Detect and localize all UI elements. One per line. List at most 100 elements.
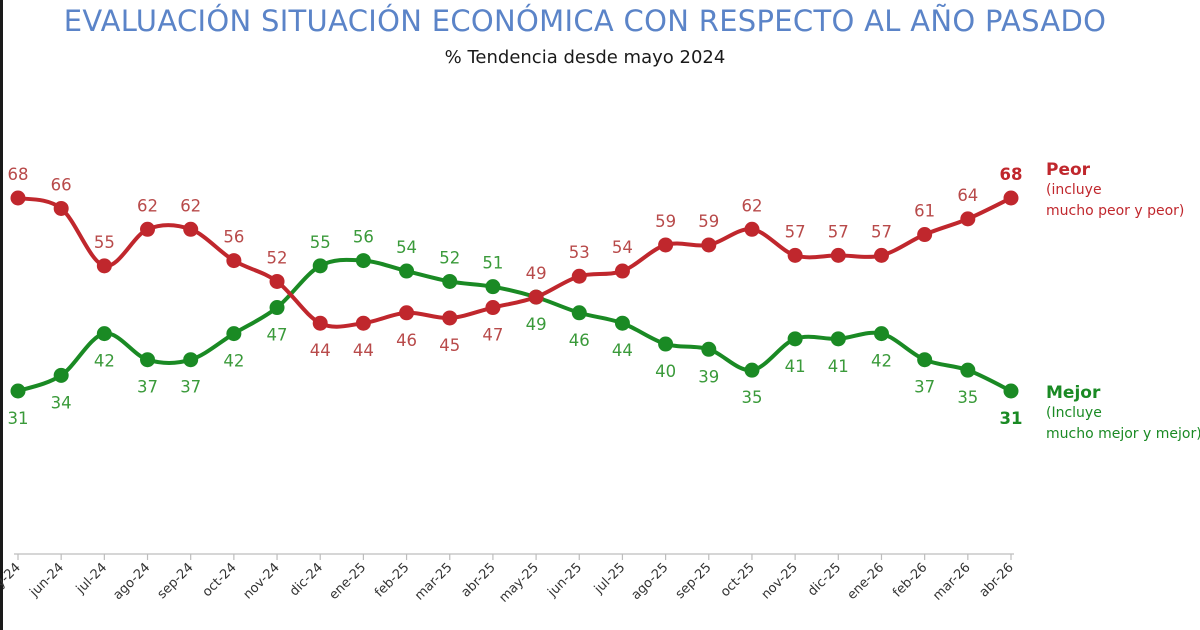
data-label-mejor: 52	[439, 248, 460, 267]
data-point-mejor	[960, 362, 976, 378]
data-label-mejor: 41	[828, 357, 849, 376]
x-tick-label: dic-24	[287, 560, 326, 599]
data-point-peor	[10, 190, 26, 206]
chart-title: EVALUACIÓN SITUACIÓN ECONÓMICA CON RESPE…	[63, 4, 1107, 38]
data-label-mejor: 42	[94, 352, 115, 371]
x-tick-label: abr-26	[977, 560, 1017, 600]
legend-note-mejor: mucho mejor y mejor)	[1046, 426, 1200, 442]
data-label-mejor: 51	[482, 254, 503, 273]
x-tick-label: oct-24	[200, 560, 240, 600]
data-point-peor	[571, 268, 587, 284]
x-tick-label: sep-25	[673, 560, 715, 602]
series-line-peor	[16, 196, 1013, 329]
x-tick-label: jul-24	[73, 560, 110, 597]
data-point-mejor	[744, 362, 760, 378]
data-point-peor	[140, 221, 156, 237]
data-label-mejor: 47	[267, 326, 288, 345]
data-point-peor	[787, 247, 803, 263]
data-label-mejor: 37	[914, 378, 935, 397]
x-tick-label: mar-25	[412, 560, 455, 603]
x-tick-label: ago-25	[629, 560, 672, 603]
data-label-peor: 61	[914, 202, 935, 221]
data-point-peor	[614, 263, 630, 279]
data-point-peor	[399, 305, 415, 321]
data-point-peor	[528, 289, 544, 305]
x-tick-label: abr-25	[458, 560, 498, 600]
data-point-peor	[226, 253, 242, 269]
data-label-peor: 57	[871, 222, 892, 241]
data-label-peor: 44	[353, 341, 374, 360]
x-tick-label: nov-25	[759, 560, 801, 602]
data-label-mejor: 56	[353, 228, 374, 247]
data-point-mejor	[658, 336, 674, 352]
data-label-mejor: 46	[569, 331, 590, 350]
data-label-peor: 57	[828, 222, 849, 241]
data-label-peor: 56	[223, 228, 244, 247]
data-point-mejor	[787, 331, 803, 347]
data-point-mejor	[571, 305, 587, 321]
data-point-mejor	[226, 326, 242, 342]
x-tick-label: may-25	[496, 560, 541, 605]
data-point-peor	[96, 258, 112, 274]
data-label-mejor: 49	[526, 315, 547, 334]
data-label-mejor: 41	[785, 357, 806, 376]
data-label-mejor: 37	[180, 378, 201, 397]
data-point-mejor	[53, 367, 69, 383]
data-point-peor	[830, 247, 846, 263]
data-label-peor: 68	[8, 165, 29, 184]
data-point-mejor	[355, 253, 371, 269]
data-point-mejor	[140, 352, 156, 368]
data-label-mejor: 31	[1000, 409, 1023, 428]
data-label-peor: 49	[526, 264, 547, 283]
x-tick-label: ago-24	[110, 560, 153, 603]
data-label-peor: 66	[51, 175, 72, 194]
left-border	[0, 0, 3, 630]
data-point-mejor	[485, 279, 501, 295]
data-label-peor: 59	[655, 212, 676, 231]
data-label-peor: 55	[94, 233, 115, 252]
x-tick-label: jun-25	[545, 560, 586, 601]
data-point-mejor	[96, 326, 112, 342]
data-label-mejor: 39	[698, 367, 719, 386]
data-point-mejor	[442, 273, 458, 289]
data-label-mejor: 35	[957, 388, 978, 407]
legend-title-peor: Peor	[1046, 160, 1091, 180]
data-point-peor	[53, 200, 69, 216]
x-tick-label: dic-25	[805, 560, 844, 599]
data-label-mejor: 42	[871, 352, 892, 371]
data-point-peor	[960, 211, 976, 227]
data-point-mejor	[10, 383, 26, 399]
data-label-peor: 64	[957, 186, 978, 205]
data-point-peor	[917, 227, 933, 243]
data-label-mejor: 54	[396, 238, 417, 257]
legend-note-peor: mucho peor y peor)	[1046, 203, 1184, 219]
data-point-peor	[485, 300, 501, 316]
data-point-mejor	[701, 341, 717, 357]
data-point-peor	[701, 237, 717, 253]
data-label-peor: 47	[482, 326, 503, 345]
data-point-peor	[442, 310, 458, 326]
data-point-mejor	[1003, 383, 1019, 399]
data-point-peor	[658, 237, 674, 253]
chart-subtitle: % Tendencia desde mayo 2024	[444, 47, 726, 68]
x-tick-label: mar-26	[930, 560, 973, 603]
data-label-mejor: 37	[137, 378, 158, 397]
data-label-mejor: 40	[655, 362, 676, 381]
data-point-peor	[873, 247, 889, 263]
x-tick-label: ene-25	[326, 560, 369, 603]
data-point-mejor	[873, 326, 889, 342]
data-point-peor	[355, 315, 371, 331]
data-point-mejor	[830, 331, 846, 347]
data-label-mejor: 34	[51, 393, 72, 412]
data-label-peor: 62	[741, 196, 762, 215]
data-label-mejor: 31	[8, 409, 29, 428]
data-point-mejor	[312, 258, 328, 274]
data-label-peor: 53	[569, 243, 590, 262]
legend-title-mejor: Mejor	[1046, 383, 1101, 403]
x-tick-label: nov-24	[241, 560, 283, 602]
legend-note-mejor: (Incluye	[1046, 405, 1102, 421]
x-tick-label: ene-26	[845, 560, 888, 603]
data-label-peor: 44	[310, 341, 331, 360]
data-point-peor	[744, 221, 760, 237]
